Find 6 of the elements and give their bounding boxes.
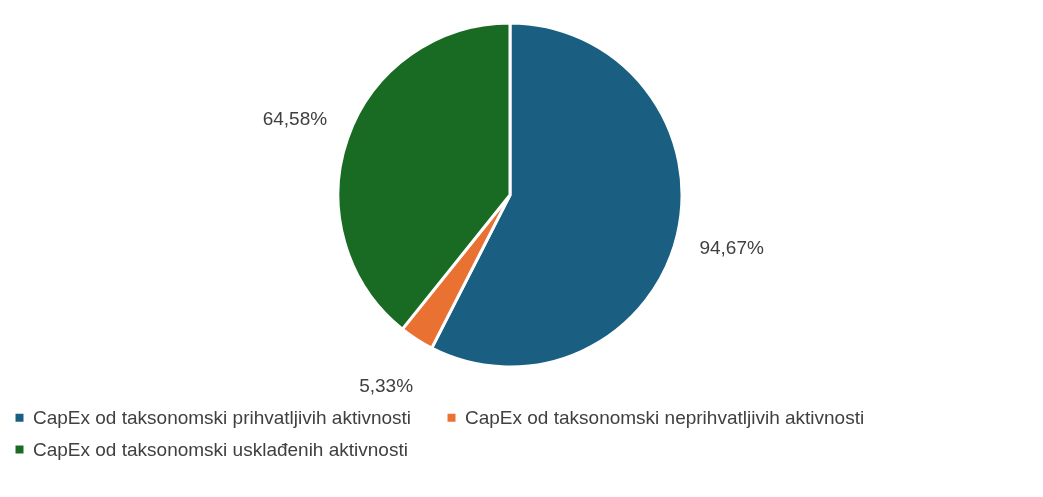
data-label: 94,67% (699, 237, 764, 259)
data-label: 5,33% (359, 375, 414, 397)
data-label: 64,58% (262, 108, 328, 130)
legend-label: CapEx od taksonomski neprihvatljivih aktivnosti (465, 406, 865, 428)
legend-label: CapEx od taksonomski usklađenih aktivnosti (33, 438, 408, 460)
legend-label: CapEx od taksonomski prihvatljivih aktivnosti (33, 406, 412, 428)
